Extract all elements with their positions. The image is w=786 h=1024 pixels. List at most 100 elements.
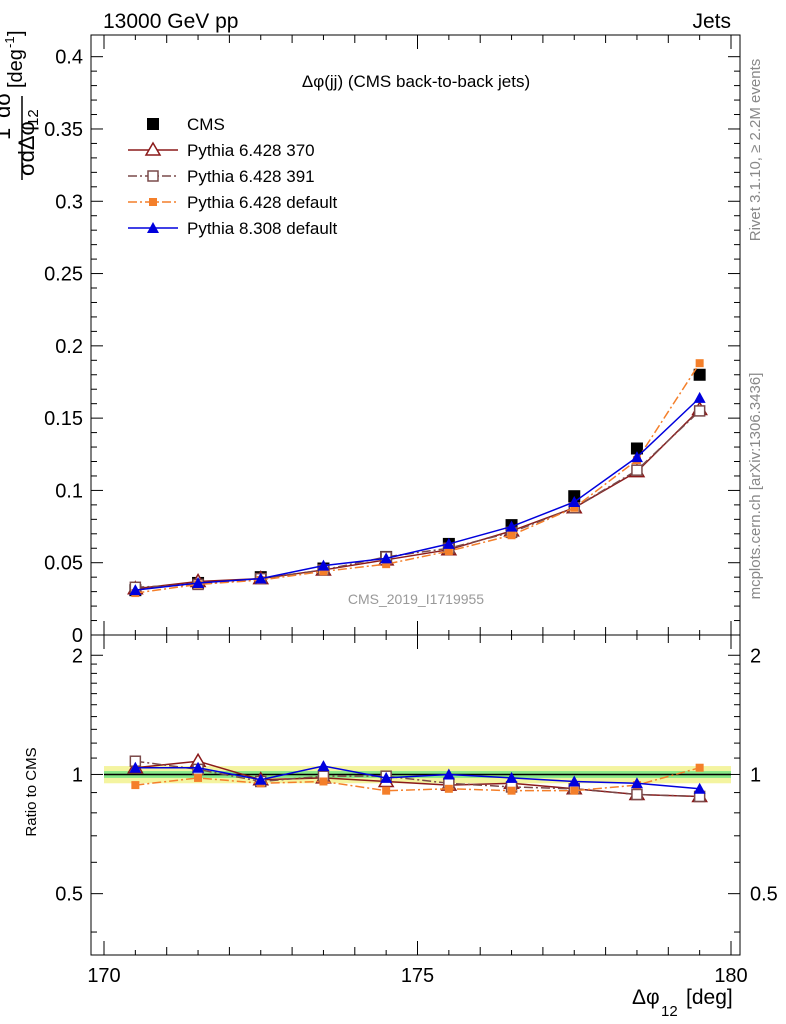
data-point-p8_default [693, 391, 706, 403]
mcplots-reference-label: mcplots.cern.ch [arXiv:1306.3436] [747, 373, 764, 600]
ratio-point-p8_default [693, 782, 706, 794]
data-point-p8_default [317, 559, 330, 571]
x-label-delta-phi: Δφ [632, 986, 660, 1009]
legend: CMS Pythia 6.428 370 Pythia 6.428 391 Pythi… [128, 115, 338, 238]
series-line-p6_default [135, 362, 701, 594]
rivet-version-label: Rivet 3.1.10, ≥ 2.2M events [747, 59, 764, 242]
data-point-p8_default [442, 537, 455, 549]
ratio-point-p6_default [507, 786, 516, 795]
legend-entry-cms: CMS [147, 115, 225, 134]
y-label-one: 1 [0, 128, 15, 140]
data-point-p8_default [568, 495, 581, 507]
x-tick-label: 170 [87, 965, 120, 987]
series-line-p6_391 [135, 410, 701, 589]
header-energy: 13000 GeV pp [103, 10, 238, 33]
ratio-point-p8_default [380, 771, 393, 783]
ratio-line-p6_391 [135, 760, 700, 798]
main-y-axis: 0 0.05 0.1 0.15 0.2 0.25 0.3 0.35 0.4 [44, 47, 740, 647]
legend-label-p8_default: Pythia 8.308 default [187, 219, 338, 238]
data-point-p8_default [380, 552, 393, 564]
analysis-id-label: CMS_2019_I1719955 [348, 591, 484, 607]
main-x-axis-ticks [103, 35, 732, 635]
data-point-p6_default [570, 503, 579, 512]
data-point-cms [630, 442, 643, 455]
x-label-subscript: 12 [661, 1003, 678, 1020]
ratio-y-tick-label-right: 0.5 [750, 884, 778, 906]
ratio-point-p6_default [444, 784, 453, 793]
ratio-point-p8_default [505, 771, 518, 783]
ratio-point-p8_default [129, 761, 142, 773]
legend-label-cms: CMS [187, 115, 225, 134]
ratio-point-p8_default [192, 761, 205, 773]
y-tick-label: 0.3 [55, 191, 83, 213]
ratio-y-tick-label: 2 [72, 645, 83, 667]
ratio-point-p8_default [442, 768, 455, 780]
ratio-series-p8_default [129, 760, 706, 794]
main-panel: 0 0.05 0.1 0.15 0.2 0.25 0.3 0.35 0.4 Δφ(jj) (CM… [0, 30, 741, 647]
ratio-panel: 0.5 0.51 12 2 170 175 180 Ratio to CMS Δφ 12 … [23, 634, 778, 1020]
series-p6_default [131, 359, 704, 598]
data-point-p6_default [319, 567, 328, 576]
data-point-p8_default [129, 584, 142, 596]
ratio-point-p6_default [570, 786, 579, 795]
y-tick-label: 0.15 [44, 408, 83, 430]
ratio-y-tick-label: 1 [72, 764, 83, 786]
ratio-y-tick-label-right: 2 [750, 645, 761, 667]
data-point-p8_default [630, 451, 643, 463]
ratio-point-p8_default [630, 777, 643, 789]
legend-marker-p6_391 [147, 170, 159, 182]
x-axis: 170 175 180 [87, 635, 748, 987]
data-point-cms [693, 368, 706, 381]
legend-label-p6_default: Pythia 6.428 default [187, 193, 338, 212]
data-point-p8_default [505, 520, 518, 532]
data-point-p8_default [254, 572, 267, 584]
x-label-unit: [deg] [686, 986, 733, 1009]
ratio-series-layer [127, 752, 708, 803]
ratio-point-p6_default [194, 773, 203, 782]
y-tick-label: 0.25 [44, 264, 83, 286]
y-tick-label: 0.1 [55, 480, 83, 502]
y-tick-label: 0.05 [44, 553, 83, 575]
legend-entry-p6_370: Pythia 6.428 370 [128, 141, 315, 160]
ratio-point-p6_default [131, 781, 140, 790]
y-label-dsigma: dσ [0, 92, 15, 118]
y-label-unit-close: ] [5, 30, 27, 36]
ratio-y-tick-label: 0.5 [55, 884, 83, 906]
x-tick-label: 175 [401, 965, 434, 987]
ratio-point-p6_391 [631, 788, 643, 801]
legend-label-p6_370: Pythia 6.428 370 [187, 141, 315, 160]
data-point-p6_391 [693, 405, 706, 417]
main-y-axis-label: 1 dσ σdΔφ 12 [deg -1 ] [0, 30, 42, 180]
legend-label-p6_391: Pythia 6.428 391 [187, 167, 315, 186]
ratio-y-axis-label: Ratio to CMS [23, 747, 40, 836]
series-line-p8_default [135, 397, 701, 591]
series-p8_default [129, 391, 706, 596]
data-point-p6_default [507, 531, 516, 540]
ratio-y-axis: 0.5 0.5 1 1 2 2 [55, 645, 778, 933]
ratio-point-p6_default [382, 786, 391, 795]
ratio-point-p8_default [254, 773, 267, 785]
legend-marker-p8_default [147, 222, 159, 233]
legend-marker-cms [147, 118, 159, 130]
ratio-point-p6_default [695, 763, 704, 772]
ratio-point-p8_default [568, 775, 581, 787]
main-series-layer [127, 359, 708, 598]
x-tick-label: 180 [714, 965, 747, 987]
data-point-p6_default [695, 359, 704, 368]
legend-marker-p6_370 [144, 141, 162, 156]
ratio-point-p6_default [319, 777, 328, 786]
series-p6_391 [129, 405, 706, 594]
main-plot-title: Δφ(jj) (CMS back-to-back jets) [302, 72, 530, 91]
header-process: Jets [692, 10, 731, 33]
data-point-p6_default [444, 547, 453, 556]
y-tick-label: 0.2 [55, 336, 83, 358]
series-line-p6_370 [135, 408, 701, 590]
legend-entry-p8_default: Pythia 8.308 default [128, 219, 338, 238]
ratio-line-p6_default [135, 766, 700, 792]
data-point-p6_default [382, 560, 391, 569]
y-label-unit-exponent: -1 [2, 36, 17, 48]
ratio-line-p8_default [135, 765, 700, 790]
ratio-panel-frame [90, 634, 741, 956]
legend-entry-p6_391: Pythia 6.428 391 [128, 167, 315, 186]
